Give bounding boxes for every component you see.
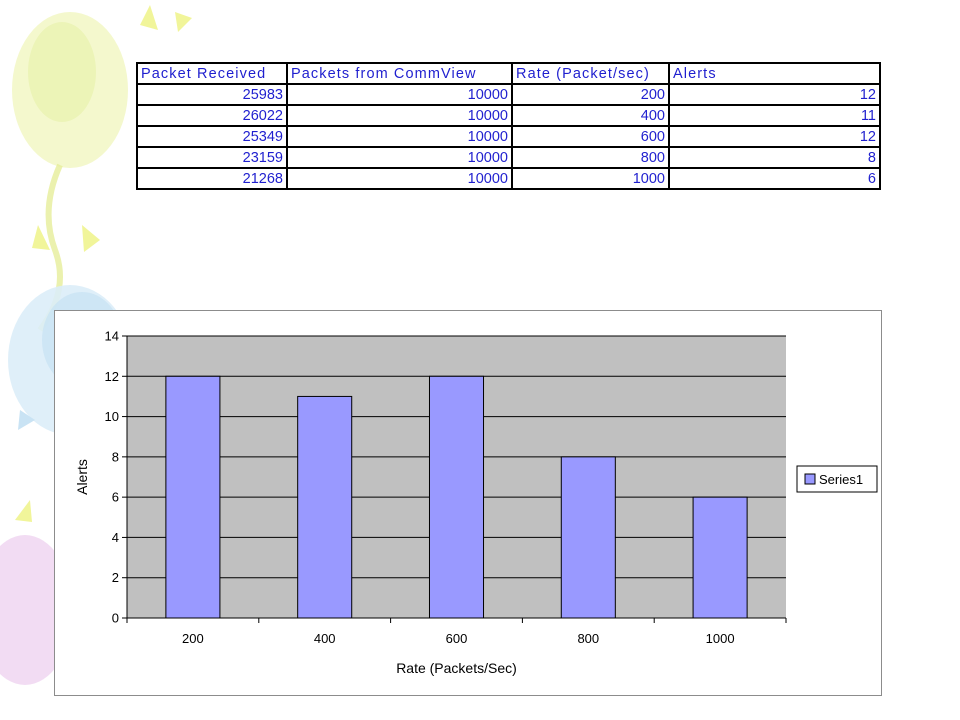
blue-confetti-shape: [18, 410, 35, 430]
yellow-confetti-shape: [175, 12, 192, 32]
y-tick-label: 4: [112, 530, 119, 545]
x-tick-label: 1000: [706, 631, 735, 646]
table-row: 25349 10000 600 12: [136, 125, 881, 148]
table-cell: 10000: [286, 146, 513, 169]
table-row: 23159 10000 800 8: [136, 146, 881, 169]
yellow-confetti-shape: [140, 5, 158, 30]
bar-chart: 0 2 4 6 8 10 12 14 200 400 600 800 1000 Rate (Packets…: [74, 329, 878, 676]
column-header: Packet Received: [136, 62, 288, 85]
table-cell: 1000: [511, 167, 670, 190]
x-tick-label: 200: [182, 631, 204, 646]
x-axis-label: Rate (Packets/Sec): [396, 660, 517, 676]
table-cell: 10000: [286, 83, 513, 106]
table-cell: 10000: [286, 125, 513, 148]
table-cell: 6: [668, 167, 881, 190]
bar: [560, 456, 616, 619]
table-cell: 25983: [136, 83, 288, 106]
y-tick-label: 0: [112, 611, 119, 626]
table-cell: 12: [668, 83, 881, 106]
table-row: 21268 10000 1000 6: [136, 167, 881, 190]
table-cell: 400: [511, 104, 670, 127]
table-cell: 23159: [136, 146, 288, 169]
yellow-confetti-shape: [82, 225, 100, 252]
table-header-row: Packet Received Packets from CommView Ra…: [136, 62, 881, 85]
table-cell: 800: [511, 146, 670, 169]
table-cell: 12: [668, 125, 881, 148]
table-cell: 10000: [286, 104, 513, 127]
yellow-balloon-inner-shape: [28, 22, 96, 122]
y-tick-label: 2: [112, 570, 119, 585]
y-tick-label: 12: [105, 369, 119, 384]
table-cell: 21268: [136, 167, 288, 190]
y-tick-label: 10: [105, 409, 119, 424]
y-tick-label: 14: [105, 329, 119, 344]
y-tick-label: 8: [112, 449, 119, 464]
table-row: 26022 10000 400 11: [136, 104, 881, 127]
yellow-confetti-shape: [32, 225, 50, 250]
table-cell: 11: [668, 104, 881, 127]
y-tick-label: 6: [112, 490, 119, 505]
legend-label: Series1: [819, 472, 863, 487]
yellow-confetti-shape: [15, 500, 32, 522]
x-tick-label: 400: [314, 631, 336, 646]
bar: [297, 395, 353, 619]
table-row: 25983 10000 200 12: [136, 83, 881, 106]
table-cell: 8: [668, 146, 881, 169]
legend-swatch: [804, 473, 816, 485]
bar: [165, 375, 221, 619]
bar: [692, 496, 748, 619]
y-axis-label: Alerts: [74, 459, 90, 495]
column-header: Packets from CommView: [286, 62, 513, 85]
table-cell: 600: [511, 125, 670, 148]
column-header: Alerts: [668, 62, 881, 85]
x-tick-label: 800: [577, 631, 599, 646]
x-tick-label: 600: [446, 631, 468, 646]
data-table: Packet Received Packets from CommView Ra…: [136, 62, 881, 190]
table-cell: 26022: [136, 104, 288, 127]
table-cell: 25349: [136, 125, 288, 148]
table-cell: 10000: [286, 167, 513, 190]
bar: [428, 375, 485, 619]
table-cell: 200: [511, 83, 670, 106]
chart-frame: 0 2 4 6 8 10 12 14 200 400 600 800 1000 Rate (Packets…: [54, 310, 882, 696]
column-header: Rate (Packet/sec): [511, 62, 670, 85]
